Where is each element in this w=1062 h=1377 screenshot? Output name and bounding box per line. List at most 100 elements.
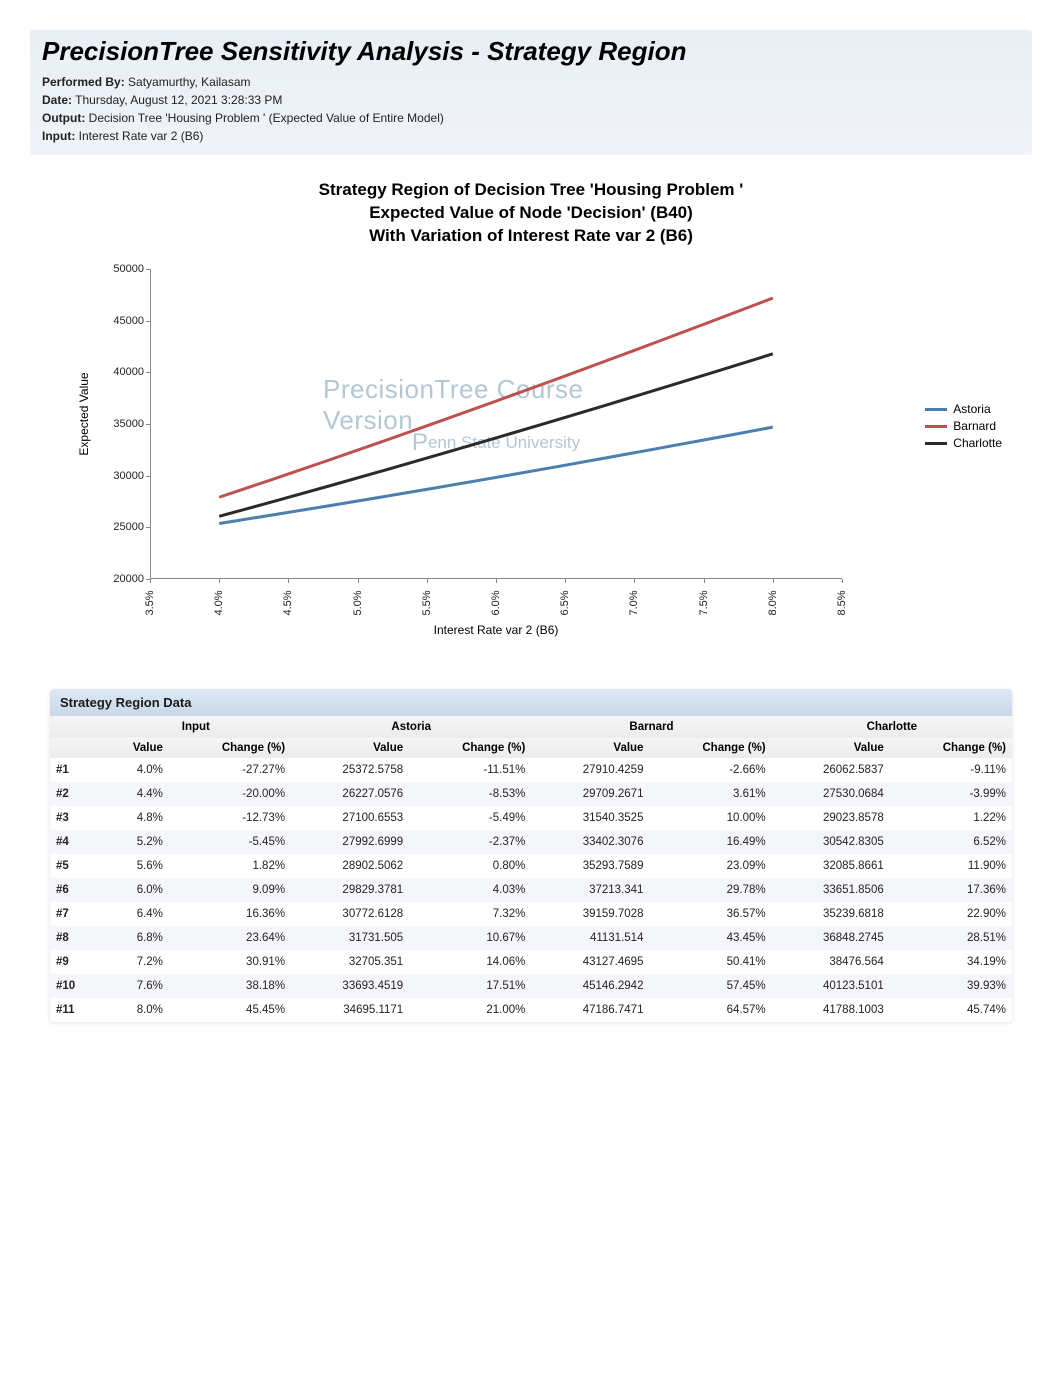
data-cell: 45146.2942 [531, 974, 649, 998]
data-cell: 6.0% [101, 878, 169, 902]
data-cell: 1.22% [890, 806, 1012, 830]
date-value: Thursday, August 12, 2021 3:28:33 PM [75, 93, 282, 107]
x-tick [773, 579, 774, 583]
legend-item-charlotte: Charlotte [925, 436, 1002, 450]
data-cell: 27530.0684 [772, 782, 890, 806]
data-cell: 41131.514 [531, 926, 649, 950]
x-tick-label: 6.5% [559, 590, 571, 615]
y-tick-label: 35000 [94, 418, 144, 430]
data-cell: 30.91% [169, 950, 291, 974]
data-cell: 32705.351 [291, 950, 409, 974]
data-cell: 29829.3781 [291, 878, 409, 902]
y-tick-label: 20000 [94, 573, 144, 585]
row-index-cell: #9 [50, 950, 101, 974]
table-row: #34.8%-12.73%27100.6553-5.49%31540.35251… [50, 806, 1012, 830]
table-sub-header [50, 738, 101, 758]
data-cell: 45.45% [169, 998, 291, 1022]
table-sub-header: Value [531, 738, 649, 758]
y-tick [146, 372, 150, 373]
x-tick-label: 5.0% [352, 590, 364, 615]
data-cell: 50.41% [649, 950, 771, 974]
performed-by-value: Satyamurthy, Kailasam [128, 75, 251, 89]
table-sub-header: Change (%) [890, 738, 1012, 758]
table-row: #107.6%38.18%33693.451917.51%45146.29425… [50, 974, 1012, 998]
y-tick-label: 40000 [94, 366, 144, 378]
data-cell: -20.00% [169, 782, 291, 806]
x-tick [427, 579, 428, 583]
data-cell: 6.4% [101, 902, 169, 926]
legend-item-barnard: Barnard [925, 419, 1002, 433]
y-tick-label: 30000 [94, 470, 144, 482]
data-cell: 34.19% [890, 950, 1012, 974]
data-cell: 23.64% [169, 926, 291, 950]
x-tick-label: 6.0% [490, 590, 502, 615]
data-cell: -12.73% [169, 806, 291, 830]
data-cell: 22.90% [890, 902, 1012, 926]
x-tick-label: 8.5% [836, 590, 848, 615]
data-cell: 1.82% [169, 854, 291, 878]
input-label: Input: [42, 129, 75, 143]
performed-by-label: Performed By: [42, 75, 125, 89]
data-cell: 8.0% [101, 998, 169, 1022]
data-cell: 38476.564 [772, 950, 890, 974]
table-row: #24.4%-20.00%26227.0576-8.53%29709.26713… [50, 782, 1012, 806]
data-cell: 37213.341 [531, 878, 649, 902]
y-tick-label: 50000 [94, 263, 144, 275]
legend-item-astoria: Astoria [925, 402, 1002, 416]
data-cell: -27.27% [169, 758, 291, 782]
data-cell: 21.00% [409, 998, 531, 1022]
data-cell: 36.57% [649, 902, 771, 926]
input-value: Interest Rate var 2 (B6) [79, 129, 204, 143]
data-cell: 25372.5758 [291, 758, 409, 782]
data-cell: -8.53% [409, 782, 531, 806]
row-index-cell: #1 [50, 758, 101, 782]
table-sub-header: Value [772, 738, 890, 758]
row-index-cell: #2 [50, 782, 101, 806]
data-cell: 34695.1171 [291, 998, 409, 1022]
report-title: PrecisionTree Sensitivity Analysis - Str… [42, 36, 1020, 67]
chart-lines-svg [150, 269, 842, 579]
data-cell: 17.36% [890, 878, 1012, 902]
data-cell: 26227.0576 [291, 782, 409, 806]
row-index-cell: #5 [50, 854, 101, 878]
y-tick-label: 25000 [94, 521, 144, 533]
data-cell: 28902.5062 [291, 854, 409, 878]
table-sub-header-row: ValueChange (%)ValueChange (%)ValueChang… [50, 738, 1012, 758]
y-tick [146, 424, 150, 425]
y-tick-label: 45000 [94, 315, 144, 327]
legend-swatch [925, 408, 947, 411]
data-cell: 6.52% [890, 830, 1012, 854]
data-cell: 29.78% [649, 878, 771, 902]
data-cell: -2.66% [649, 758, 771, 782]
data-cell: 43.45% [649, 926, 771, 950]
data-cell: -5.45% [169, 830, 291, 854]
table-sub-header: Change (%) [649, 738, 771, 758]
table-row: #118.0%45.45%34695.117121.00%47186.74716… [50, 998, 1012, 1022]
data-cell: 29023.8578 [772, 806, 890, 830]
strategy-region-table: Strategy Region Data InputAstoriaBarnard… [50, 689, 1012, 1022]
data-cell: 26062.5837 [772, 758, 890, 782]
x-tick [565, 579, 566, 583]
data-cell: 4.8% [101, 806, 169, 830]
table-row: #97.2%30.91%32705.35114.06%43127.469550.… [50, 950, 1012, 974]
row-index-cell: #10 [50, 974, 101, 998]
data-cell: 33402.3076 [531, 830, 649, 854]
row-index-cell: #6 [50, 878, 101, 902]
series-line-astoria [219, 427, 773, 523]
data-cell: 4.03% [409, 878, 531, 902]
x-tick [150, 579, 151, 583]
report-header: PrecisionTree Sensitivity Analysis - Str… [30, 30, 1032, 155]
y-tick [146, 476, 150, 477]
data-cell: 7.2% [101, 950, 169, 974]
data-cell: 6.8% [101, 926, 169, 950]
data-cell: 41788.1003 [772, 998, 890, 1022]
x-tick-label: 4.0% [213, 590, 225, 615]
x-tick-label: 8.0% [767, 590, 779, 615]
legend-label: Charlotte [953, 436, 1002, 450]
data-cell: 36848.2745 [772, 926, 890, 950]
data-cell: 43127.4695 [531, 950, 649, 974]
data-cell: 7.32% [409, 902, 531, 926]
data-cell: -3.99% [890, 782, 1012, 806]
x-tick-label: 5.5% [421, 590, 433, 615]
data-cell: 31731.505 [291, 926, 409, 950]
